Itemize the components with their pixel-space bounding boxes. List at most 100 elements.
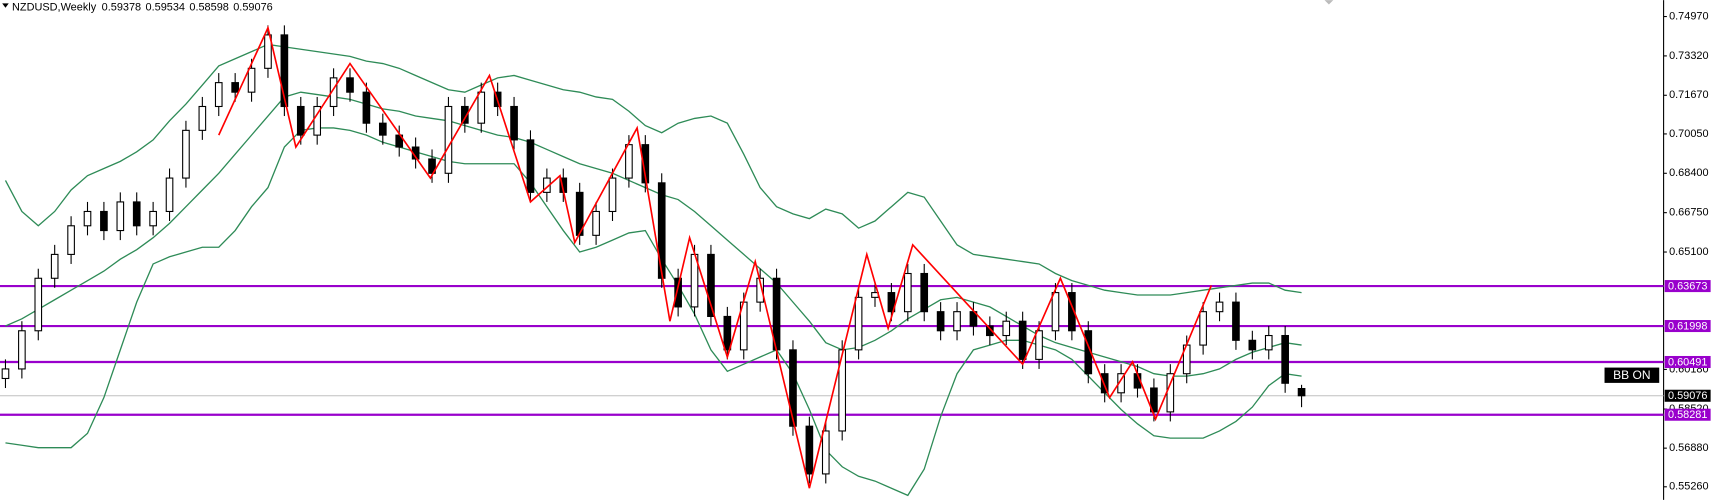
candle-body [264, 34, 272, 69]
candle-body [182, 129, 190, 179]
plot-area [0, 25, 1664, 497]
price-label-box [1664, 389, 1711, 402]
zigzag [218, 25, 1213, 489]
candle-body [1297, 388, 1306, 397]
candle-body [50, 253, 59, 279]
candle-body [821, 430, 830, 475]
candle-body [477, 91, 486, 124]
y-tick-label: 0.74970 [1669, 10, 1708, 22]
candle-body [986, 325, 994, 337]
candle-body [83, 210, 92, 227]
high-value: 0.59534 [146, 2, 185, 14]
close-value: 0.59076 [233, 2, 272, 14]
candle-body [920, 272, 929, 313]
candle-body [346, 77, 354, 93]
candle-body [329, 77, 338, 108]
candle-body [1199, 311, 1207, 346]
candle-body [247, 67, 256, 93]
price-label: 0.59076 [1668, 390, 1707, 402]
level-label-box [1664, 408, 1711, 421]
candle-body [461, 105, 469, 124]
candle-body [313, 105, 322, 136]
candle-body [100, 210, 108, 232]
candle-body [575, 191, 584, 236]
candle-body [1281, 334, 1289, 384]
y-tick-label: 0.65100 [1669, 246, 1708, 258]
candle-body [608, 177, 617, 213]
candle-body [674, 277, 682, 308]
candle-body [1018, 320, 1027, 360]
axis-labels: 0.74970 0.73320 0.71670 0.70050 0.68400 0.667… [1663, 10, 1711, 493]
y-tick-label: 0.55260 [1669, 481, 1708, 493]
bb-button-label[interactable]: BB ON [1613, 368, 1650, 382]
candle-body [903, 272, 912, 313]
candle-body [1, 368, 10, 380]
candle-body [592, 210, 600, 236]
open-value: 0.59378 [102, 2, 141, 14]
candle-body [756, 277, 764, 303]
candle-body [953, 311, 961, 332]
shift-marker [1324, 0, 1334, 5]
candle-body [444, 105, 453, 174]
candle-body [67, 225, 75, 255]
candle-body [936, 311, 945, 332]
candle-body [362, 91, 371, 124]
candle-body [625, 144, 633, 179]
level-label-box [1664, 320, 1711, 333]
y-tick-label: 0.68400 [1669, 167, 1708, 179]
candle-body [428, 158, 436, 174]
candle-body [149, 210, 157, 227]
low-value: 0.58598 [189, 2, 228, 14]
candle-body [641, 144, 650, 184]
bollinger-upper [4, 43, 1302, 296]
candle-body [1232, 301, 1240, 341]
level-label: 0.61998 [1668, 320, 1707, 332]
candle-body [1117, 373, 1125, 394]
candle-body [723, 315, 732, 351]
bb-button[interactable] [1604, 367, 1660, 383]
candle-body [838, 349, 847, 432]
level-label: 0.58281 [1668, 409, 1707, 421]
level-label: 0.63673 [1668, 281, 1707, 293]
candle-body [1264, 334, 1273, 351]
candle-body [1100, 373, 1109, 394]
candle-body [1150, 387, 1158, 413]
candle-body [657, 182, 666, 279]
candle-body [378, 122, 387, 136]
candle-body [1215, 301, 1224, 313]
candle-body [165, 177, 174, 213]
candle-body [280, 34, 289, 108]
candle-body [395, 134, 404, 148]
candle-body [707, 253, 715, 317]
candle-body [18, 330, 26, 370]
candle-body [34, 277, 43, 332]
candle-body [1248, 339, 1257, 351]
menu-arrow[interactable] [2, 3, 9, 8]
y-tick-label: 0.56880 [1669, 442, 1708, 454]
candle-body [1035, 330, 1043, 360]
y-tick-label: 0.70050 [1669, 128, 1708, 140]
candle-body [198, 105, 207, 131]
candle-body [789, 349, 797, 427]
y-tick-label: 0.73320 [1669, 50, 1708, 62]
candle-body [1002, 320, 1011, 337]
chart-header: NZDUSD,Weekly 0.59378 0.59534 0.58598 0.5907… [12, 2, 273, 14]
candle-body [805, 425, 814, 475]
candle-body [231, 82, 239, 93]
candle-body [526, 139, 535, 193]
candle-body [116, 201, 125, 232]
candle-body [1051, 292, 1060, 332]
candle-body [296, 105, 305, 136]
candle-body [214, 82, 223, 108]
level-label: 0.60491 [1668, 356, 1707, 368]
level-label-box [1664, 280, 1711, 293]
candle-body [887, 292, 896, 313]
candle-body [854, 296, 863, 351]
candle-body [1068, 292, 1076, 332]
level-label-box [1664, 355, 1711, 369]
y-tick-label: 0.71670 [1669, 89, 1708, 101]
candle-body [132, 201, 141, 227]
y-tick-label: 0.66750 [1669, 207, 1708, 219]
candle-body [510, 105, 518, 141]
